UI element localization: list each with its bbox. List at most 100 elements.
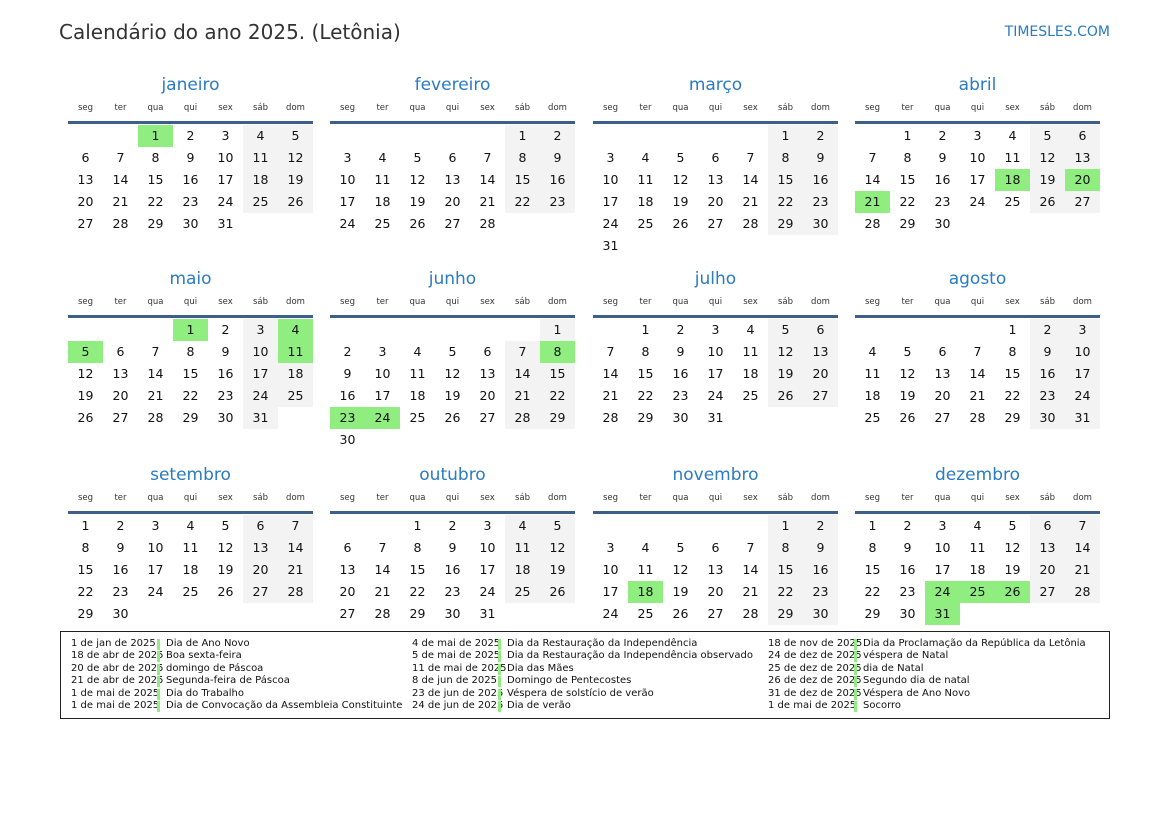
day-cell[interactable]: 4 — [413, 344, 422, 359]
day-cell[interactable]: 30 — [672, 410, 689, 425]
day-cell[interactable]: 17 — [147, 562, 164, 577]
day-cell[interactable]: 28 — [969, 410, 986, 425]
day-cell[interactable]: 17 — [479, 562, 496, 577]
day-cell[interactable]: 29 — [409, 606, 426, 621]
day-cell[interactable]: 16 — [934, 172, 951, 187]
day-cell[interactable]: 21 — [112, 194, 129, 209]
day-cell[interactable]: 13 — [77, 172, 94, 187]
day-cell[interactable]: 14 — [479, 172, 496, 187]
day-cell[interactable]: 19 — [672, 194, 689, 209]
day-cell[interactable]: 7 — [151, 344, 160, 359]
day-cell[interactable]: 14 — [602, 366, 619, 381]
day-cell[interactable]: 13 — [444, 172, 461, 187]
day-cell[interactable]: 30 — [217, 410, 234, 425]
day-cell[interactable]: 18 — [278, 363, 313, 385]
day-cell[interactable]: 28 — [278, 581, 313, 603]
day-cell[interactable]: 7 — [116, 150, 125, 165]
day-cell[interactable]: 1 — [81, 518, 90, 533]
day-cell[interactable]: 23 — [444, 584, 461, 599]
day-cell[interactable]: 19 — [444, 388, 461, 403]
day-cell[interactable]: 23 — [899, 584, 916, 599]
day-cell[interactable]: 18 — [742, 366, 759, 381]
day-cell[interactable]: 7 — [278, 515, 313, 537]
day-cell[interactable]: 22 — [77, 584, 94, 599]
day-cell[interactable]: 5 — [676, 540, 685, 555]
day-cell[interactable]: 4 — [1008, 128, 1017, 143]
day-cell[interactable]: 27 — [479, 410, 496, 425]
day-cell[interactable]: 10 — [934, 540, 951, 555]
day-cell[interactable]: 27 — [243, 581, 278, 603]
day-cell[interactable]: 3 — [378, 344, 387, 359]
day-cell[interactable]: 5 — [221, 518, 230, 533]
day-cell[interactable]: 20 — [934, 388, 951, 403]
day-cell[interactable]: 25 — [243, 191, 278, 213]
day-cell[interactable]: 12 — [77, 366, 94, 381]
day-cell[interactable]: 6 — [81, 150, 90, 165]
day-cell[interactable]: 6 — [448, 150, 457, 165]
day-cell[interactable]: 15 — [540, 363, 575, 385]
holiday-day[interactable]: 18 — [628, 581, 663, 603]
day-cell[interactable]: 3 — [938, 518, 947, 533]
day-cell[interactable]: 24 — [339, 216, 356, 231]
day-cell[interactable]: 15 — [768, 559, 803, 581]
day-cell[interactable]: 23 — [1030, 385, 1065, 407]
day-cell[interactable]: 26 — [278, 191, 313, 213]
day-cell[interactable]: 20 — [243, 559, 278, 581]
day-cell[interactable]: 28 — [374, 606, 391, 621]
day-cell[interactable]: 16 — [540, 169, 575, 191]
day-cell[interactable]: 21 — [602, 388, 619, 403]
day-cell[interactable]: 27 — [707, 216, 724, 231]
day-cell[interactable]: 8 — [505, 147, 540, 169]
day-cell[interactable]: 10 — [707, 344, 724, 359]
day-cell[interactable]: 12 — [540, 537, 575, 559]
day-cell[interactable]: 1 — [903, 128, 912, 143]
day-cell[interactable]: 9 — [448, 540, 457, 555]
day-cell[interactable]: 9 — [540, 147, 575, 169]
day-cell[interactable]: 18 — [182, 562, 199, 577]
day-cell[interactable]: 11 — [637, 172, 654, 187]
day-cell[interactable]: 1 — [768, 125, 803, 147]
day-cell[interactable]: 13 — [803, 341, 838, 363]
day-cell[interactable]: 27 — [1065, 191, 1100, 213]
day-cell[interactable]: 17 — [602, 584, 619, 599]
day-cell[interactable]: 28 — [742, 216, 759, 231]
day-cell[interactable]: 21 — [147, 388, 164, 403]
day-cell[interactable]: 28 — [505, 407, 540, 429]
day-cell[interactable]: 18 — [409, 388, 426, 403]
day-cell[interactable]: 7 — [483, 150, 492, 165]
day-cell[interactable]: 16 — [672, 366, 689, 381]
day-cell[interactable]: 7 — [746, 540, 755, 555]
day-cell[interactable]: 9 — [1030, 341, 1065, 363]
day-cell[interactable]: 3 — [221, 128, 230, 143]
day-cell[interactable]: 9 — [803, 537, 838, 559]
day-cell[interactable]: 20 — [1030, 559, 1065, 581]
day-cell[interactable]: 30 — [934, 216, 951, 231]
day-cell[interactable]: 29 — [768, 213, 803, 235]
day-cell[interactable]: 30 — [803, 213, 838, 235]
day-cell[interactable]: 24 — [243, 385, 278, 407]
day-cell[interactable]: 4 — [868, 344, 877, 359]
holiday-day[interactable]: 1 — [138, 125, 173, 147]
day-cell[interactable]: 17 — [969, 172, 986, 187]
day-cell[interactable]: 17 — [243, 363, 278, 385]
day-cell[interactable]: 3 — [1065, 319, 1100, 341]
day-cell[interactable]: 30 — [899, 606, 916, 621]
holiday-day[interactable]: 25 — [960, 581, 995, 603]
day-cell[interactable]: 16 — [182, 172, 199, 187]
day-cell[interactable]: 24 — [217, 194, 234, 209]
day-cell[interactable]: 31 — [479, 606, 496, 621]
day-cell[interactable]: 19 — [768, 363, 803, 385]
day-cell[interactable]: 27 — [112, 410, 129, 425]
day-cell[interactable]: 13 — [1065, 147, 1100, 169]
day-cell[interactable]: 9 — [116, 540, 125, 555]
day-cell[interactable]: 26 — [540, 581, 575, 603]
day-cell[interactable]: 22 — [899, 194, 916, 209]
day-cell[interactable]: 6 — [1065, 125, 1100, 147]
holiday-day[interactable]: 24 — [365, 407, 400, 429]
day-cell[interactable]: 9 — [903, 540, 912, 555]
day-cell[interactable]: 26 — [1030, 191, 1065, 213]
day-cell[interactable]: 31 — [243, 407, 278, 429]
day-cell[interactable]: 6 — [116, 344, 125, 359]
day-cell[interactable]: 31 — [707, 410, 724, 425]
day-cell[interactable]: 25 — [409, 410, 426, 425]
